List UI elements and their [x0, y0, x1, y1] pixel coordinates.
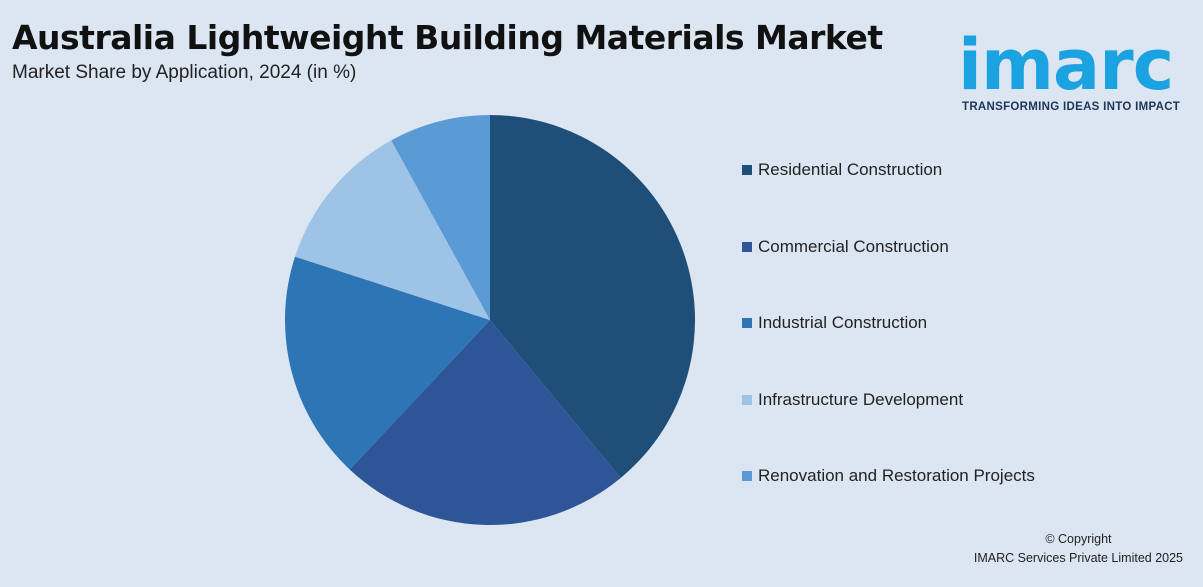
legend-swatch: [742, 241, 752, 252]
imarc-logo: imarc TRANSFORMING IDEAS INTO IMPACT: [958, 16, 1190, 116]
legend-item: Commercial Construction: [742, 237, 949, 257]
pie-slice-commercial-construction: [349, 320, 621, 525]
legend-label: Commercial Construction: [758, 236, 949, 256]
legend-swatch: [742, 318, 752, 328]
legend-label: Residential Construction: [758, 160, 943, 179]
logo-tagline: TRANSFORMING IDEAS INTO IMPACT: [962, 101, 1181, 113]
pie-slice-industrial-construction: [285, 256, 490, 470]
pie-slice-residential-construction: [490, 115, 695, 478]
copyright-notice: © Copyright IMARC Services Private Limit…: [974, 530, 1183, 568]
legend-swatch: [742, 471, 752, 481]
pie-slice-infrastructure-development: [295, 140, 490, 320]
legend-label: Infrastructure Development: [758, 389, 964, 409]
logo-wordmark: imarc: [958, 24, 1174, 106]
legend-swatch: [742, 394, 752, 405]
legend-label: Renovation and Restoration Projects: [758, 466, 1035, 485]
chart-title: Australia Lightweight Building Materials…: [12, 18, 883, 57]
pie-slice-renovation-and-restoration-projects: [391, 115, 490, 320]
legend-swatch: [742, 165, 752, 175]
legend-item: Renovation and Restoration Projects: [742, 466, 1035, 486]
legend-item: Residential Construction: [742, 160, 942, 180]
legend-item: Industrial Construction: [742, 313, 927, 333]
copyright-company: IMARC Services Private Limited 2025: [973, 551, 1183, 565]
copyright-line: © Copyright: [1045, 532, 1112, 546]
chart-subtitle: Market Share by Application, 2024 (in %): [12, 62, 357, 83]
legend-label: Industrial Construction: [758, 313, 928, 332]
pie-chart: [285, 115, 695, 525]
legend-item: Infrastructure Development: [742, 390, 963, 410]
